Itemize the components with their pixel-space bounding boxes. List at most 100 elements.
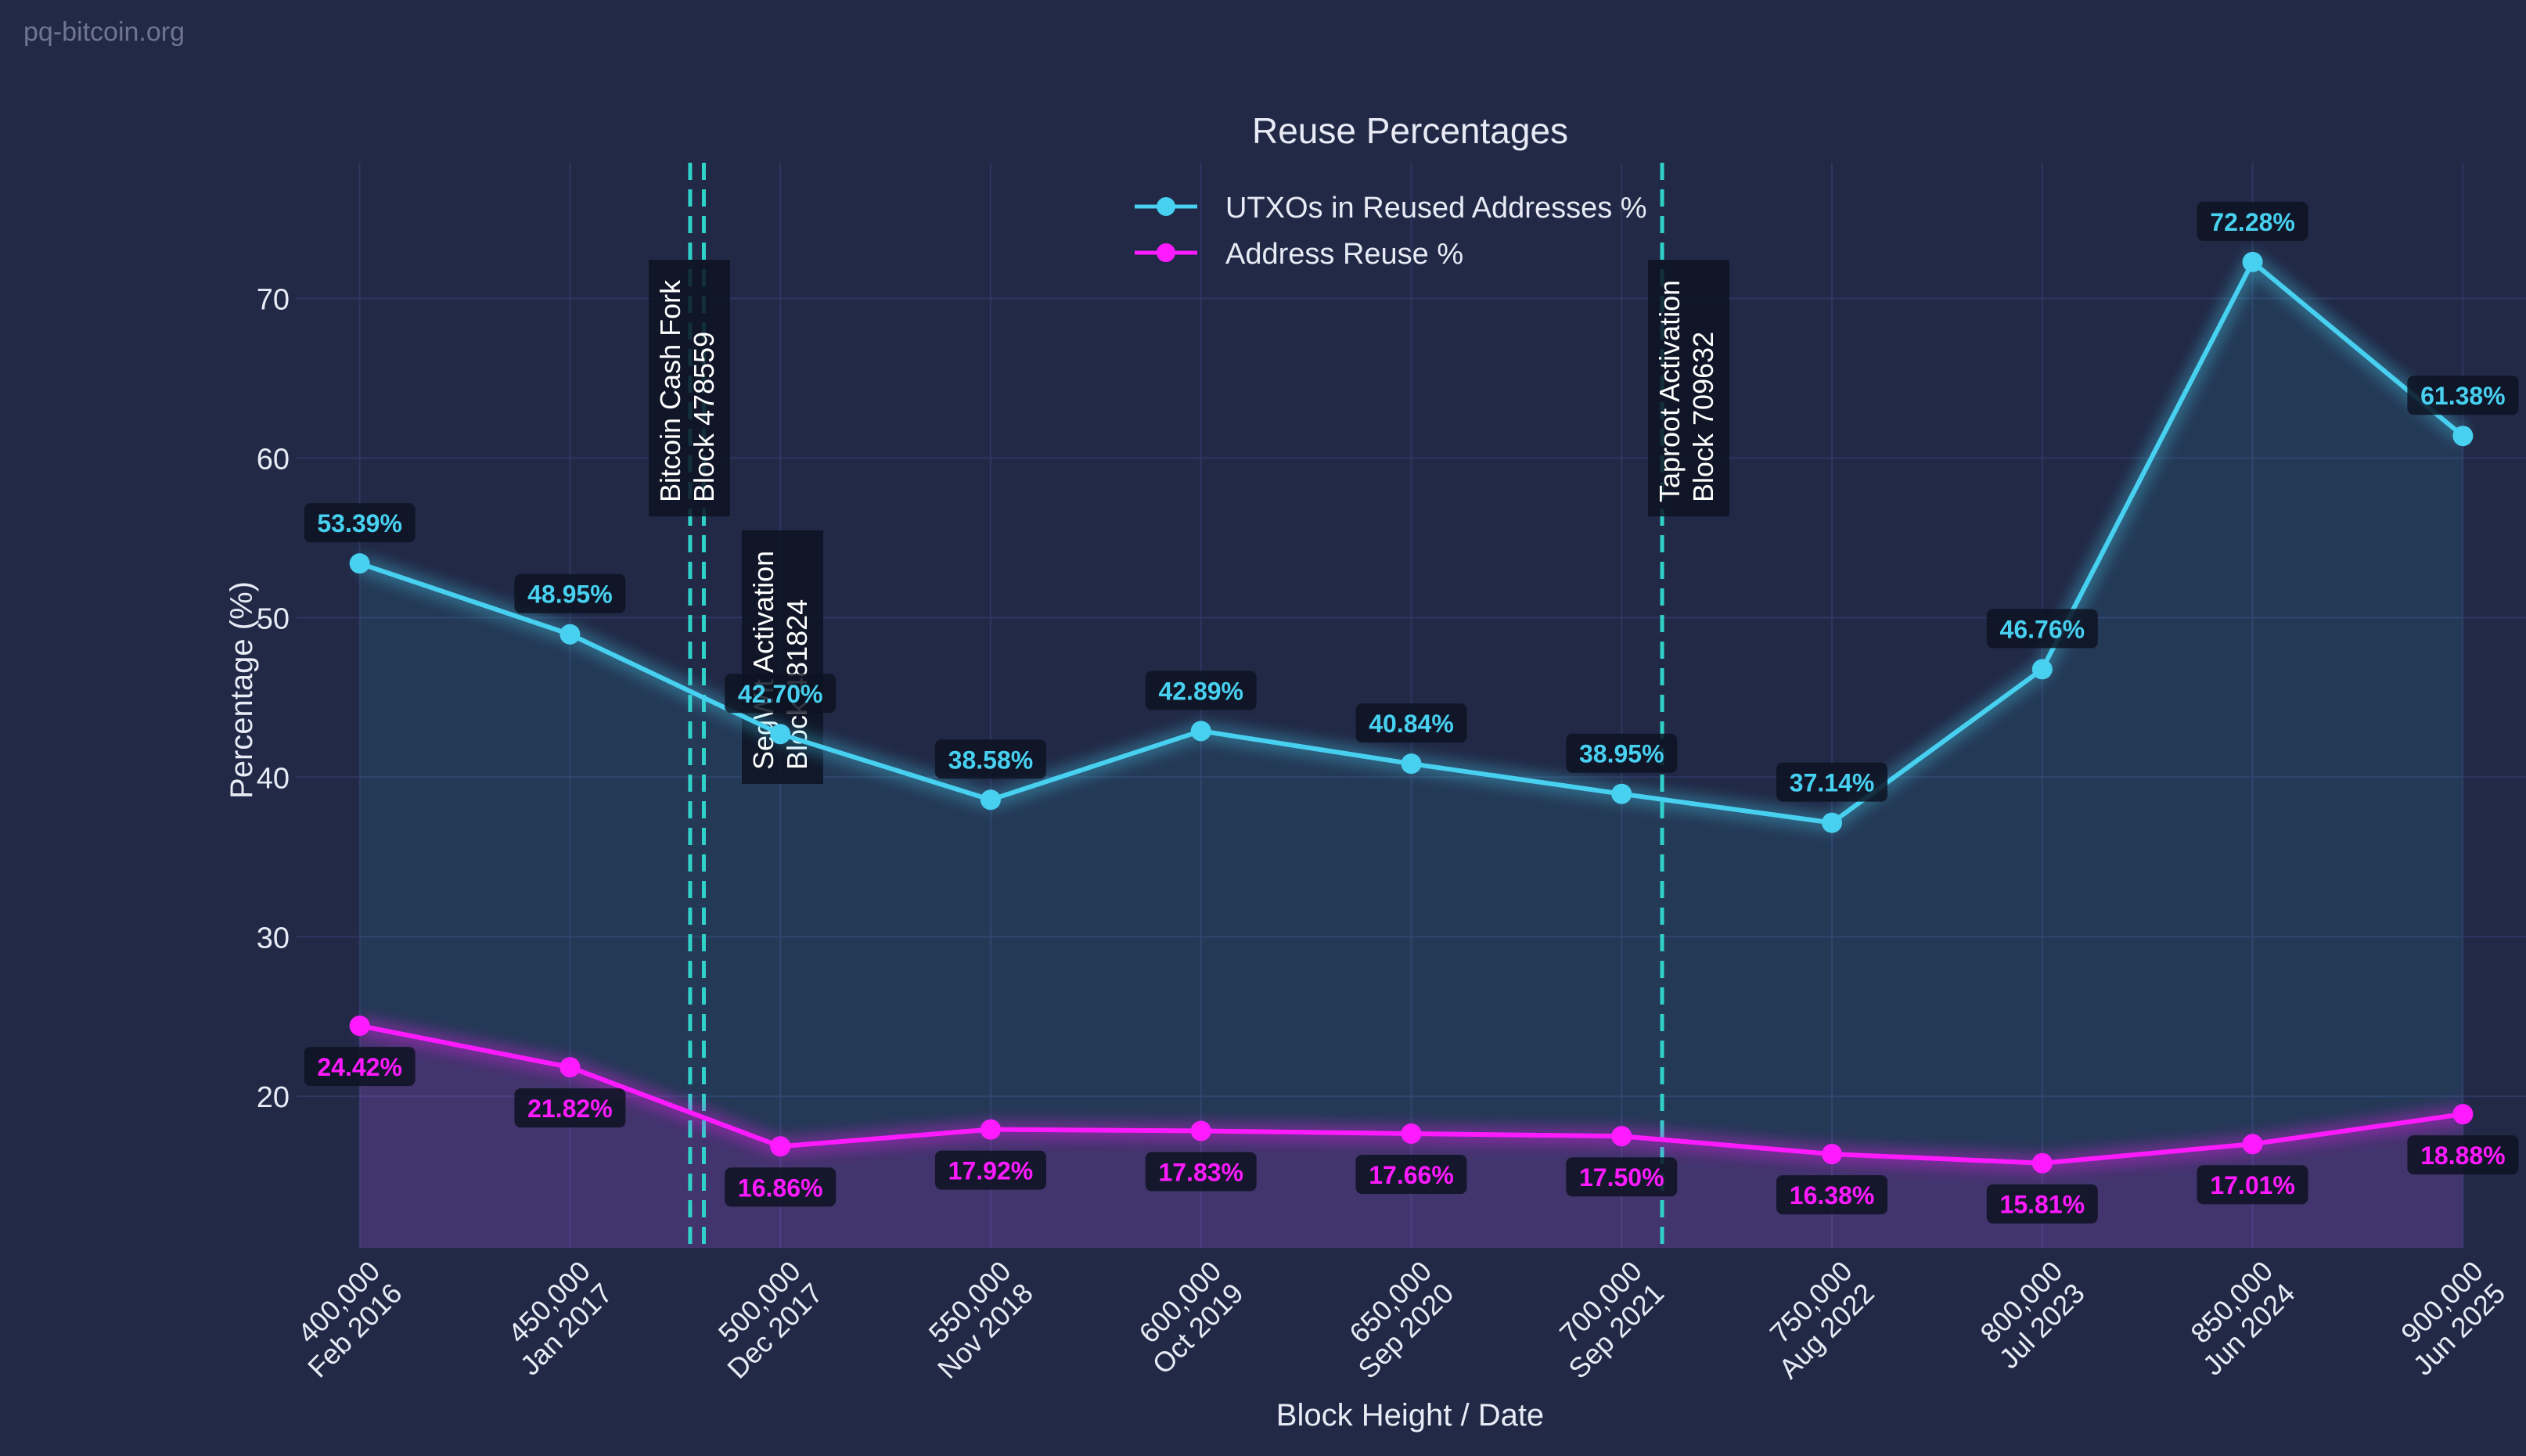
reuse-data-label-box <box>1355 1154 1467 1194</box>
reuse-data-label-box <box>1776 1175 1888 1215</box>
data-point <box>2242 251 2263 272</box>
utxo-data-label: 53.39% <box>317 509 402 537</box>
data-point <box>1190 721 1211 742</box>
data-point <box>560 624 581 645</box>
reuse-data-label: 18.88% <box>2420 1141 2506 1170</box>
utxo-data-label-box <box>514 573 626 613</box>
reuse-data-label: 17.01% <box>2210 1171 2295 1199</box>
series-lines <box>349 251 2474 1174</box>
data-point <box>1190 1120 1211 1141</box>
data-point <box>2242 1134 2263 1155</box>
event-label-bitcoin-cash-block: Block 478559 <box>688 332 720 502</box>
y-tick-label: 30 <box>257 922 290 954</box>
y-tick-label: 50 <box>257 602 290 635</box>
data-point <box>349 1016 370 1037</box>
data-point <box>2452 1104 2474 1125</box>
y-tick-label: 60 <box>257 443 290 476</box>
data-point <box>560 1057 581 1078</box>
reuse-data-label-box <box>725 1167 837 1207</box>
utxo-data-label: 42.89% <box>1158 677 1243 705</box>
utxo-data-label: 37.14% <box>1790 769 1875 797</box>
reuse-data-label-box <box>304 1047 416 1087</box>
reuse-data-label-box <box>514 1088 626 1128</box>
utxo-data-label-box <box>934 739 1046 779</box>
data-point <box>1401 1123 1422 1144</box>
legend-reuse-label: Address Reuse % <box>1225 238 1463 271</box>
utxo-data-label-box <box>2407 376 2519 415</box>
utxo-data-label: 61.38% <box>2420 382 2506 410</box>
reuse-data-label-box <box>2197 1165 2308 1205</box>
series-area-fill <box>359 261 2463 1248</box>
event-label-taproot: Taproot Activation Block 709632 <box>1653 280 1719 502</box>
reuse-data-label-box <box>1986 1184 2098 1224</box>
chart-title: Reuse Percentages <box>1252 110 1568 151</box>
reuse-data-label: 17.83% <box>1158 1158 1243 1186</box>
data-labels: 53.39% 24.42% 48.95% 21.82% 42.70% 16.86% 38.5… <box>304 201 2519 1224</box>
data-point <box>1822 812 1843 833</box>
reuse-data-label: 15.81% <box>2000 1191 2085 1219</box>
utxo-data-label: 38.58% <box>948 746 1034 774</box>
data-point <box>980 1119 1001 1140</box>
event-label-taproot-title: Taproot Activation <box>1653 280 1686 502</box>
reuse-data-label-box <box>1145 1152 1257 1192</box>
reuse-data-label: 21.82% <box>527 1095 613 1123</box>
reuse-data-label: 17.50% <box>1579 1163 1664 1192</box>
utxo-data-label: 72.28% <box>2210 208 2295 236</box>
event-label-bitcoin-cash-box <box>649 260 730 516</box>
event-label-taproot-box <box>1648 260 1729 516</box>
utxo-data-label: 38.95% <box>1579 740 1664 768</box>
data-point <box>1611 783 1632 804</box>
data-point <box>2031 659 2053 680</box>
legend-reuse-marker <box>1157 243 1175 262</box>
utxo-data-label-box <box>1776 762 1888 802</box>
utxo-data-label-box <box>2197 201 2308 241</box>
data-point <box>770 1136 791 1157</box>
reuse-data-label-box <box>934 1150 1046 1190</box>
data-point <box>1611 1126 1632 1147</box>
data-point <box>980 789 1001 811</box>
data-point <box>349 553 370 574</box>
utxo-data-label: 40.84% <box>1369 710 1454 738</box>
watermark: pq-bitcoin.org <box>23 17 185 47</box>
data-point <box>2452 426 2474 447</box>
data-point <box>770 724 791 745</box>
reuse-data-label-box <box>1566 1157 1678 1197</box>
event-label-bitcoin-cash: Bitcoin Cash Fork Block 478559 <box>654 279 720 502</box>
reuse-data-label: 17.92% <box>948 1157 1034 1185</box>
utxo-data-label: 48.95% <box>527 581 613 609</box>
legend-utxo-marker <box>1157 197 1175 216</box>
utxo-data-label-box <box>1566 733 1678 773</box>
utxo-data-label: 46.76% <box>2000 615 2085 643</box>
utxo-data-label-box <box>725 674 837 714</box>
reuse-data-label: 16.86% <box>738 1174 823 1202</box>
y-tick-label: 70 <box>257 283 290 316</box>
y-tick-label: 20 <box>257 1081 290 1114</box>
reuse-data-label-box <box>2407 1135 2519 1175</box>
legend-utxo-label: UTXOs in Reused Addresses % <box>1225 192 1647 225</box>
event-label-taproot-block: Block 709632 <box>1687 332 1719 502</box>
utxo-data-label: 42.70% <box>738 680 823 708</box>
reuse-data-label: 16.38% <box>1790 1181 1875 1210</box>
reuse-data-label: 17.66% <box>1369 1161 1454 1189</box>
utxo-data-label-box <box>1986 609 2098 649</box>
reuse-data-label: 24.42% <box>317 1053 402 1081</box>
data-point <box>1822 1144 1843 1165</box>
utxo-data-label-box <box>1145 670 1257 710</box>
event-label-bitcoin-cash-title: Bitcoin Cash Fork <box>654 279 686 502</box>
legend: UTXOs in Reused Addresses % Address Reus… <box>1135 192 1647 271</box>
data-point <box>2031 1152 2053 1174</box>
y-tick-label: 40 <box>257 762 290 795</box>
